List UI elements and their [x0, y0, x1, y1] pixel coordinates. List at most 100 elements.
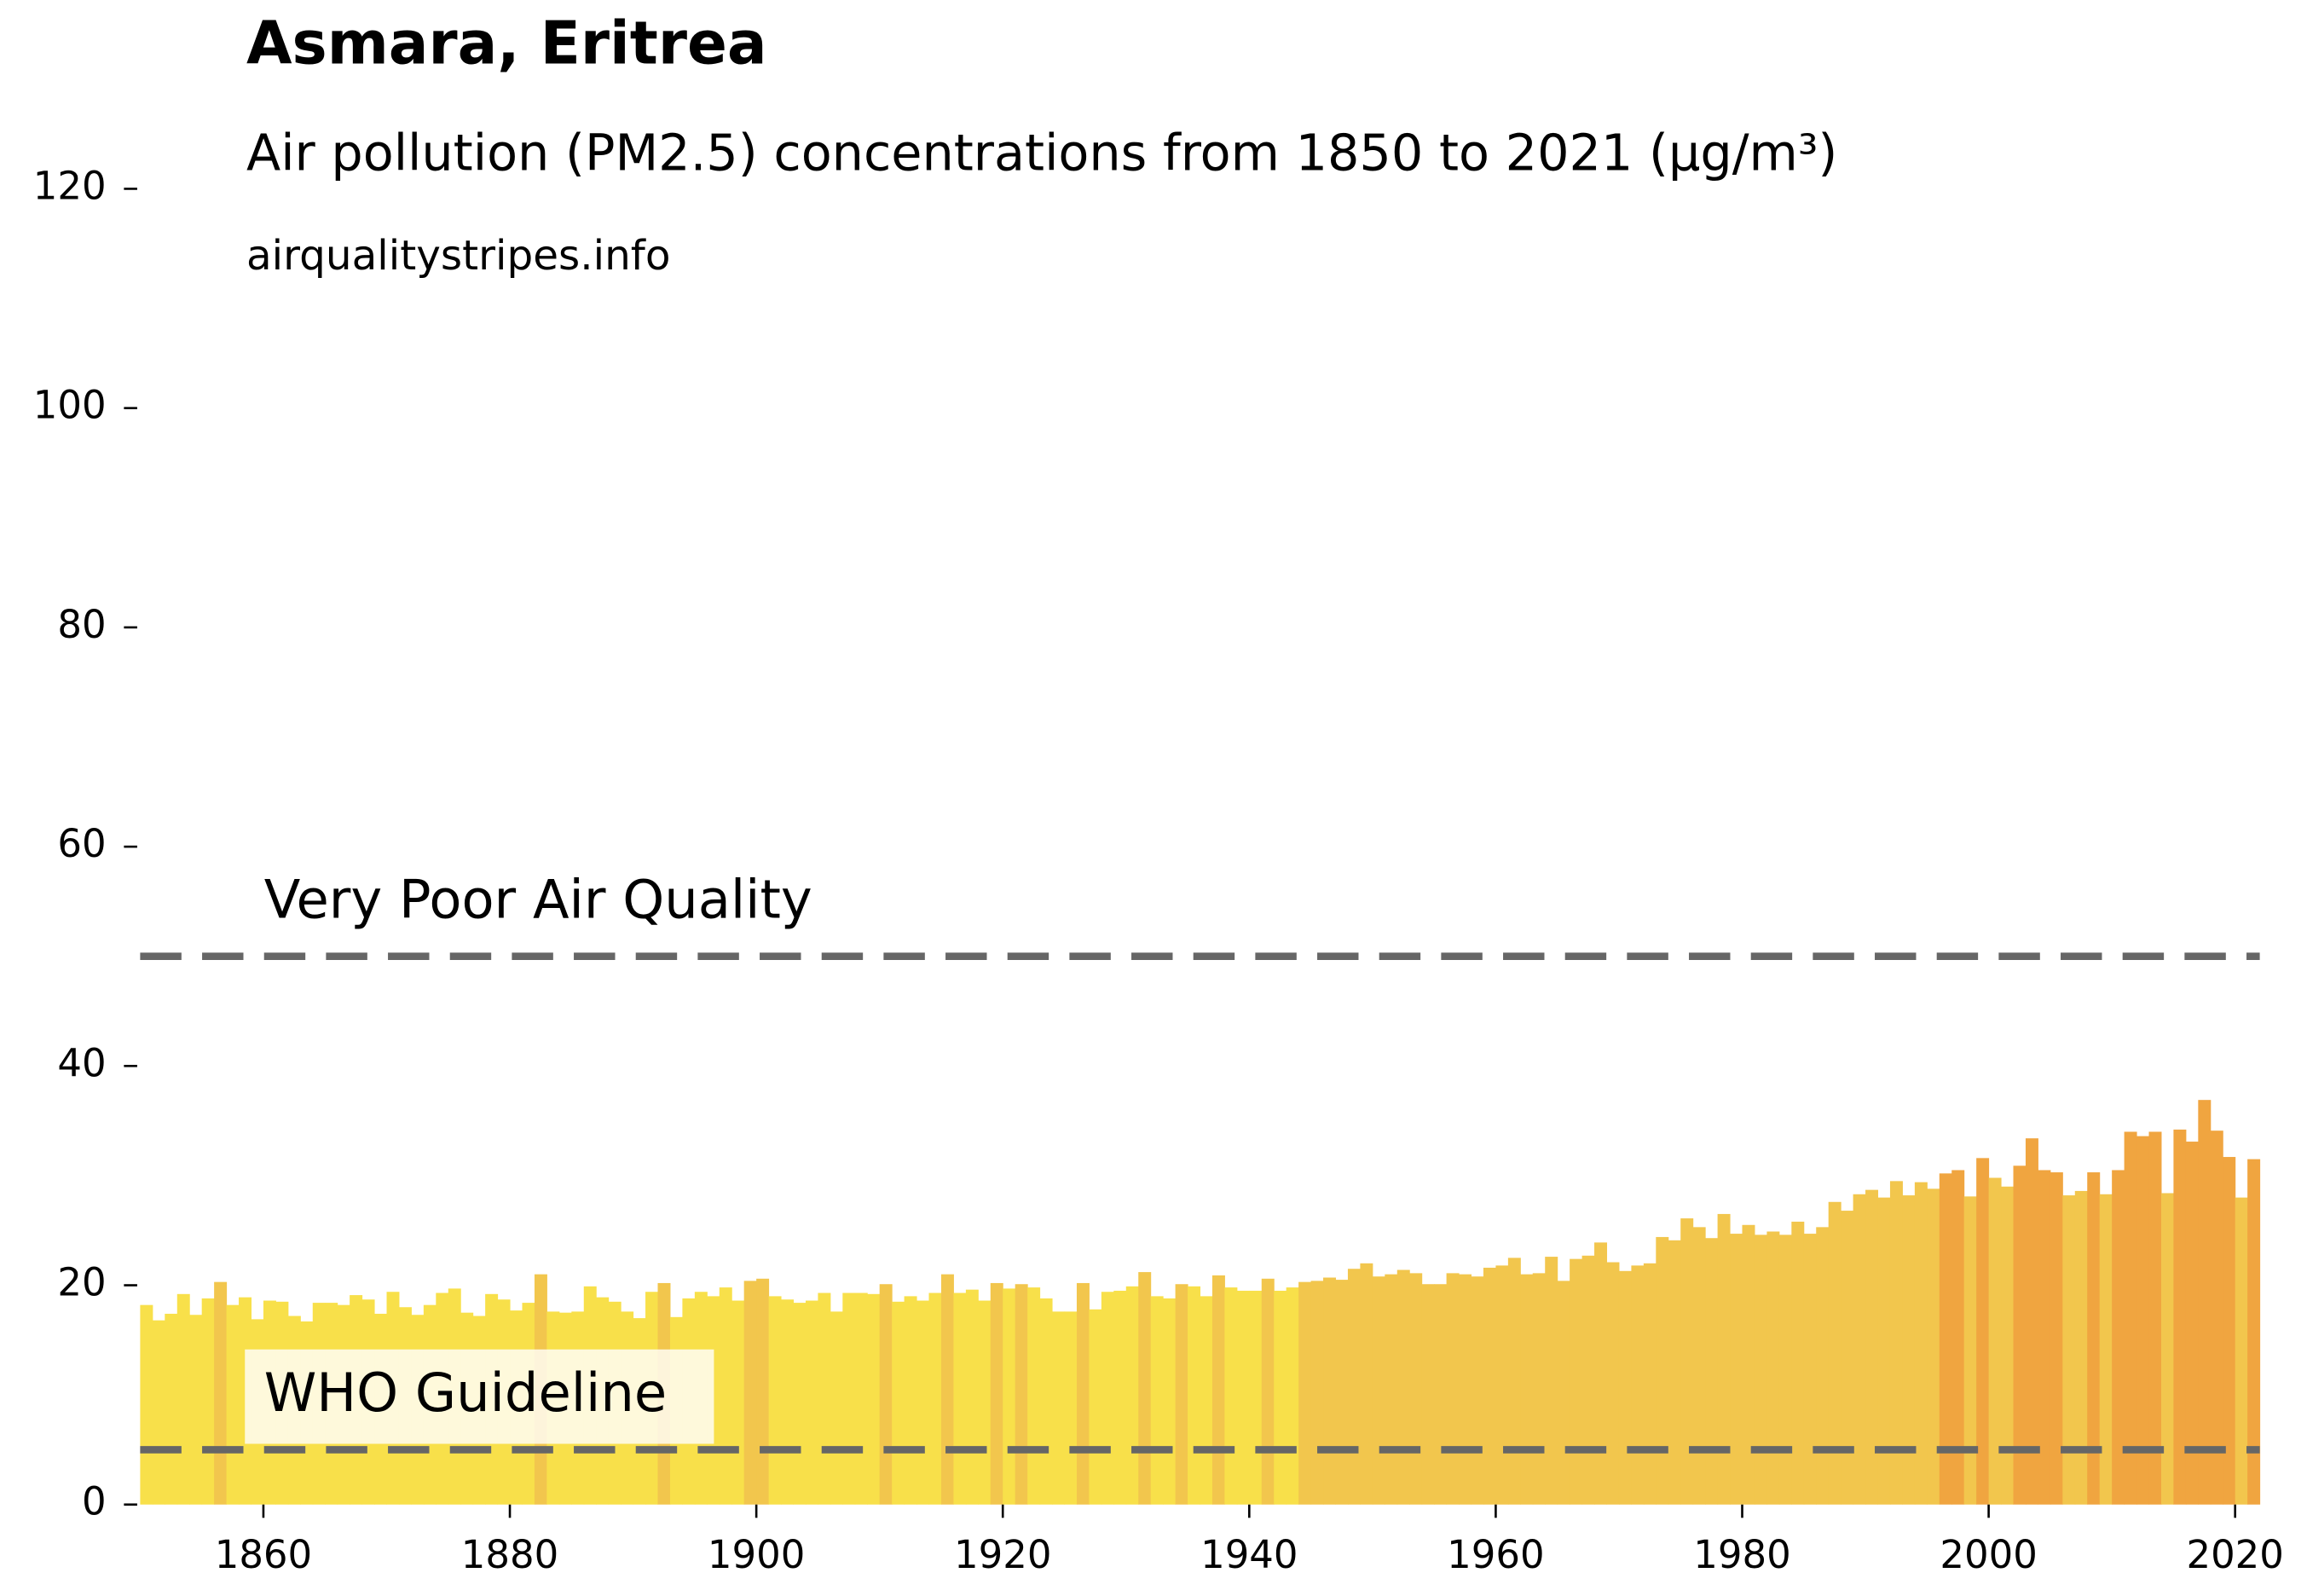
bar	[2160, 1193, 2174, 1505]
label-box	[245, 1349, 714, 1444]
bar	[879, 1284, 893, 1505]
bars	[140, 1100, 2261, 1505]
bar	[2087, 1172, 2101, 1505]
bar	[904, 1296, 917, 1505]
y-tick-label: 120	[33, 163, 107, 208]
bar	[1224, 1287, 1238, 1505]
bar	[978, 1300, 992, 1505]
bar	[1188, 1286, 1201, 1505]
bar	[842, 1292, 856, 1505]
x-tick-label: 1980	[1693, 1532, 1790, 1577]
bar	[731, 1300, 745, 1505]
bar	[1347, 1269, 1361, 1505]
bar	[818, 1292, 831, 1505]
bar	[1163, 1298, 1177, 1505]
bar	[2148, 1131, 2162, 1505]
bar	[1816, 1227, 1830, 1505]
y-tick-label: 0	[82, 1479, 107, 1524]
bar	[781, 1299, 795, 1505]
bar	[2062, 1195, 2076, 1505]
bar	[1730, 1234, 1743, 1505]
bar	[1951, 1170, 1965, 1505]
bar	[1323, 1277, 1337, 1505]
bar	[1865, 1189, 1879, 1505]
bar	[2112, 1170, 2125, 1505]
bar	[1396, 1269, 1410, 1505]
bar	[1434, 1284, 1448, 1505]
bar	[1557, 1281, 1570, 1505]
bar	[1877, 1197, 1891, 1505]
bar	[1495, 1265, 1509, 1505]
bar	[2099, 1194, 2113, 1505]
bar	[768, 1296, 782, 1505]
bar	[1015, 1284, 1028, 1505]
bar	[1570, 1258, 1583, 1505]
x-tick-label: 1860	[215, 1532, 312, 1577]
bar	[2025, 1138, 2038, 1505]
bar	[793, 1303, 807, 1505]
bar	[1211, 1275, 1225, 1505]
bar	[1581, 1255, 1595, 1505]
bar	[1963, 1196, 1977, 1505]
bar	[1803, 1234, 1817, 1505]
bar	[1902, 1195, 1916, 1505]
x-tick-label: 1880	[461, 1532, 558, 1577]
bar	[1545, 1257, 1558, 1505]
bar	[2001, 1186, 2015, 1505]
bar	[990, 1282, 1003, 1505]
bar	[1138, 1272, 1152, 1505]
y-tick-label: 60	[57, 821, 106, 866]
bar	[1286, 1287, 1299, 1505]
bar	[1076, 1282, 1090, 1505]
bar	[2038, 1170, 2051, 1505]
reference-label: Very Poor Air Quality	[264, 868, 812, 930]
bar	[1471, 1276, 1484, 1505]
bar	[1927, 1188, 1940, 1505]
x-tick-label: 1960	[1447, 1532, 1544, 1577]
bar	[1483, 1267, 1496, 1505]
bar	[1150, 1296, 1164, 1505]
bar	[1409, 1273, 1423, 1505]
x-tick-label: 1900	[708, 1532, 805, 1577]
bar	[1742, 1224, 1755, 1505]
bar	[940, 1274, 954, 1505]
bar	[1372, 1276, 1385, 1505]
bar	[1507, 1258, 1521, 1505]
bar	[830, 1311, 843, 1505]
bar	[867, 1293, 881, 1505]
bar	[2198, 1100, 2212, 1505]
bar	[1988, 1177, 2002, 1505]
bar	[805, 1300, 818, 1505]
bar	[1594, 1242, 1608, 1505]
bar	[176, 1293, 190, 1505]
bar	[1692, 1227, 1706, 1505]
bar	[1705, 1238, 1719, 1505]
bar	[1298, 1281, 1312, 1505]
bar	[2173, 1129, 2187, 1505]
bar	[1446, 1273, 1460, 1505]
bar	[1754, 1235, 1767, 1505]
bar	[2050, 1172, 2063, 1505]
bar	[1249, 1290, 1263, 1505]
source: airqualitystripes.info	[246, 232, 671, 280]
bar	[1101, 1292, 1114, 1505]
bar	[1459, 1274, 1472, 1505]
bar	[1089, 1309, 1102, 1505]
bar	[1668, 1240, 1681, 1505]
bar	[965, 1289, 979, 1505]
bar	[892, 1301, 905, 1505]
bar	[1643, 1263, 1657, 1505]
reference-label: WHO Guideline	[264, 1362, 667, 1424]
bar	[756, 1278, 770, 1505]
bar	[928, 1292, 942, 1505]
bar	[1791, 1221, 1805, 1505]
chart-title: Asmara, Eritrea	[246, 9, 767, 78]
bar	[1385, 1274, 1398, 1505]
bar	[2247, 1159, 2261, 1505]
bar	[1039, 1298, 1053, 1505]
bar	[2235, 1197, 2248, 1505]
bar	[1064, 1311, 1078, 1505]
x-tick-label: 2020	[2186, 1532, 2283, 1577]
bar	[1841, 1211, 1854, 1505]
bar	[1421, 1284, 1435, 1505]
